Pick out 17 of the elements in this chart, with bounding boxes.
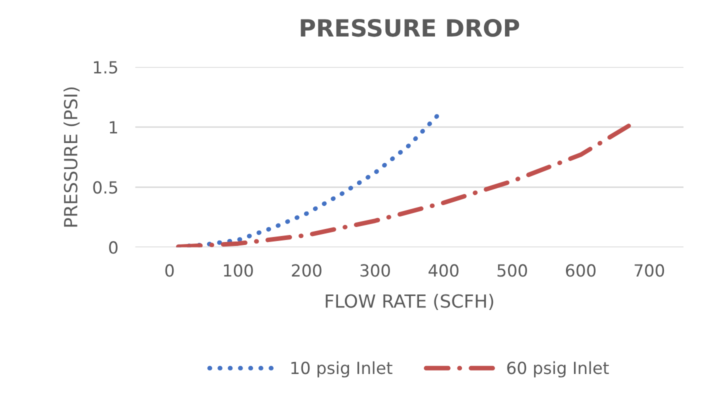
x-tick-label: 700 xyxy=(634,264,664,277)
x-axis-title: FLOW RATE (SCFH) xyxy=(326,294,494,310)
y-tick-label: 0.5 xyxy=(93,181,118,194)
y-tick-label: 1.5 xyxy=(94,61,118,74)
x-tick-label: 200 xyxy=(292,264,322,277)
legend-label: 60 psig Inlet xyxy=(507,361,609,378)
y-tick-label: 0 xyxy=(109,241,118,254)
x-tick-label: 0 xyxy=(165,264,174,277)
x-tick-label: 600 xyxy=(566,264,596,277)
chart-title: PRESSURE DROP xyxy=(300,18,520,37)
x-tick-label: 300 xyxy=(360,264,390,277)
x-tick-label: 100 xyxy=(224,264,253,277)
y-tick-label: 1 xyxy=(110,121,118,134)
legend-label: 10 psig Inlet xyxy=(291,361,392,378)
x-tick-label: 500 xyxy=(498,264,527,277)
x-tick-label: 400 xyxy=(428,264,458,277)
y-axis-title: PRESSURE (PSI) xyxy=(64,87,80,227)
